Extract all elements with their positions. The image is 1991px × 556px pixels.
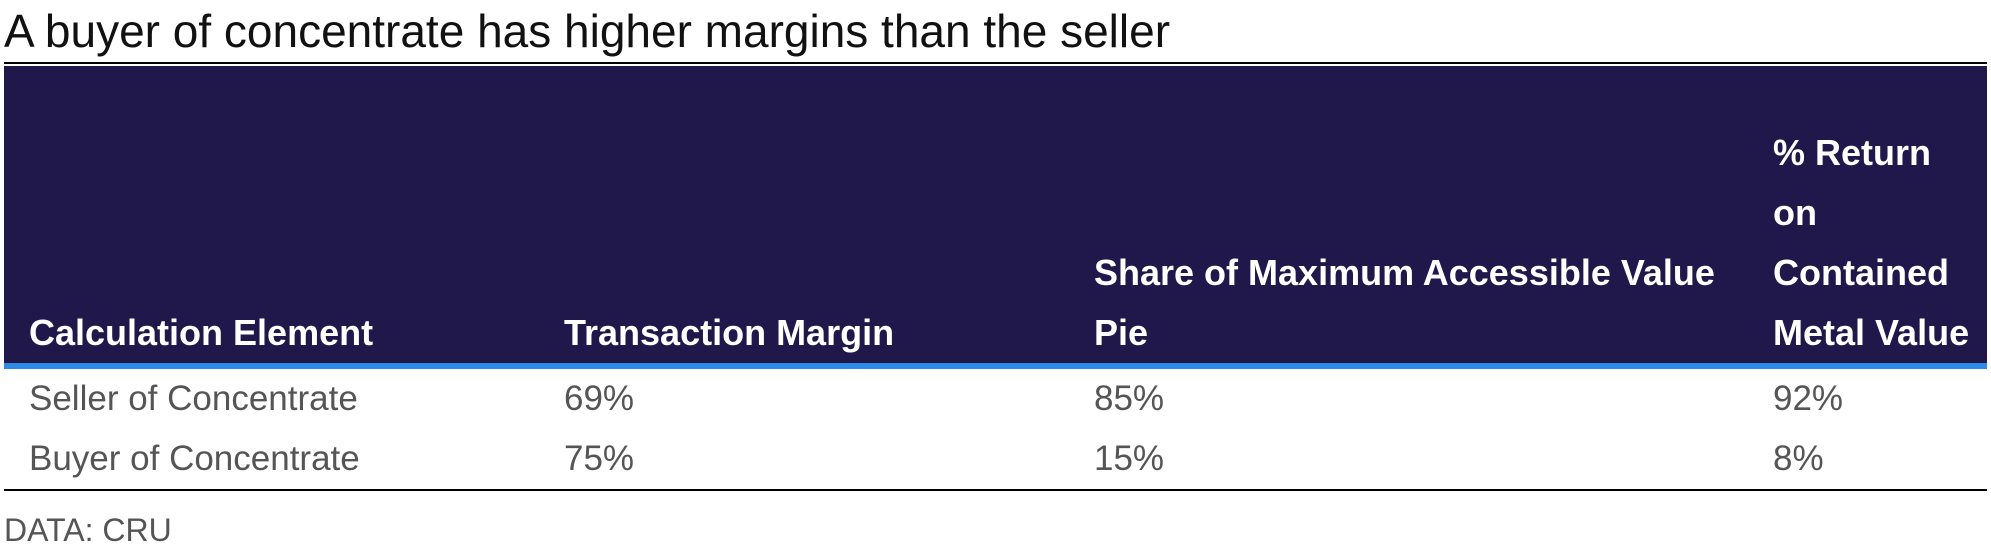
cell-seller-share-of-value-pie: 85% [1094, 379, 1165, 418]
table-header-row: Calculation Element Transaction Margin S… [4, 66, 1987, 369]
column-header-calculation-element: Calculation Element [4, 66, 534, 369]
table-row: Seller of Concentrate 69% 85% 92% [4, 366, 1987, 429]
column-header-return-on-metal-value: % Return on Contained Metal Value [1741, 66, 1987, 369]
cell-seller-return-on-metal-value: 92% [1773, 379, 1844, 418]
cell-buyer-return-on-metal-value: 8% [1741, 429, 1987, 491]
column-header-share-of-value-pie: Share of Maximum Accessible Value Pie [1069, 66, 1741, 369]
data-table-container: Calculation Element Transaction Margin S… [4, 66, 1987, 491]
row-label-buyer: Buyer of Concentrate [4, 429, 534, 491]
chart-title: A buyer of concentrate has higher margin… [4, 5, 1171, 57]
cell-seller-transaction-margin: 69% [564, 379, 635, 418]
source-note: DATA: CRU [4, 512, 172, 548]
data-table: Calculation Element Transaction Margin S… [4, 66, 1987, 491]
cell-buyer-share-of-value-pie: 15% [1069, 429, 1741, 491]
table-row: Buyer of Concentrate 75% 15% 8% [4, 429, 1987, 491]
column-header-transaction-margin: Transaction Margin [534, 66, 1069, 369]
cell-buyer-transaction-margin: 75% [534, 429, 1069, 491]
row-label-seller: Seller of Concentrate [29, 379, 358, 418]
title-divider [4, 62, 1987, 64]
